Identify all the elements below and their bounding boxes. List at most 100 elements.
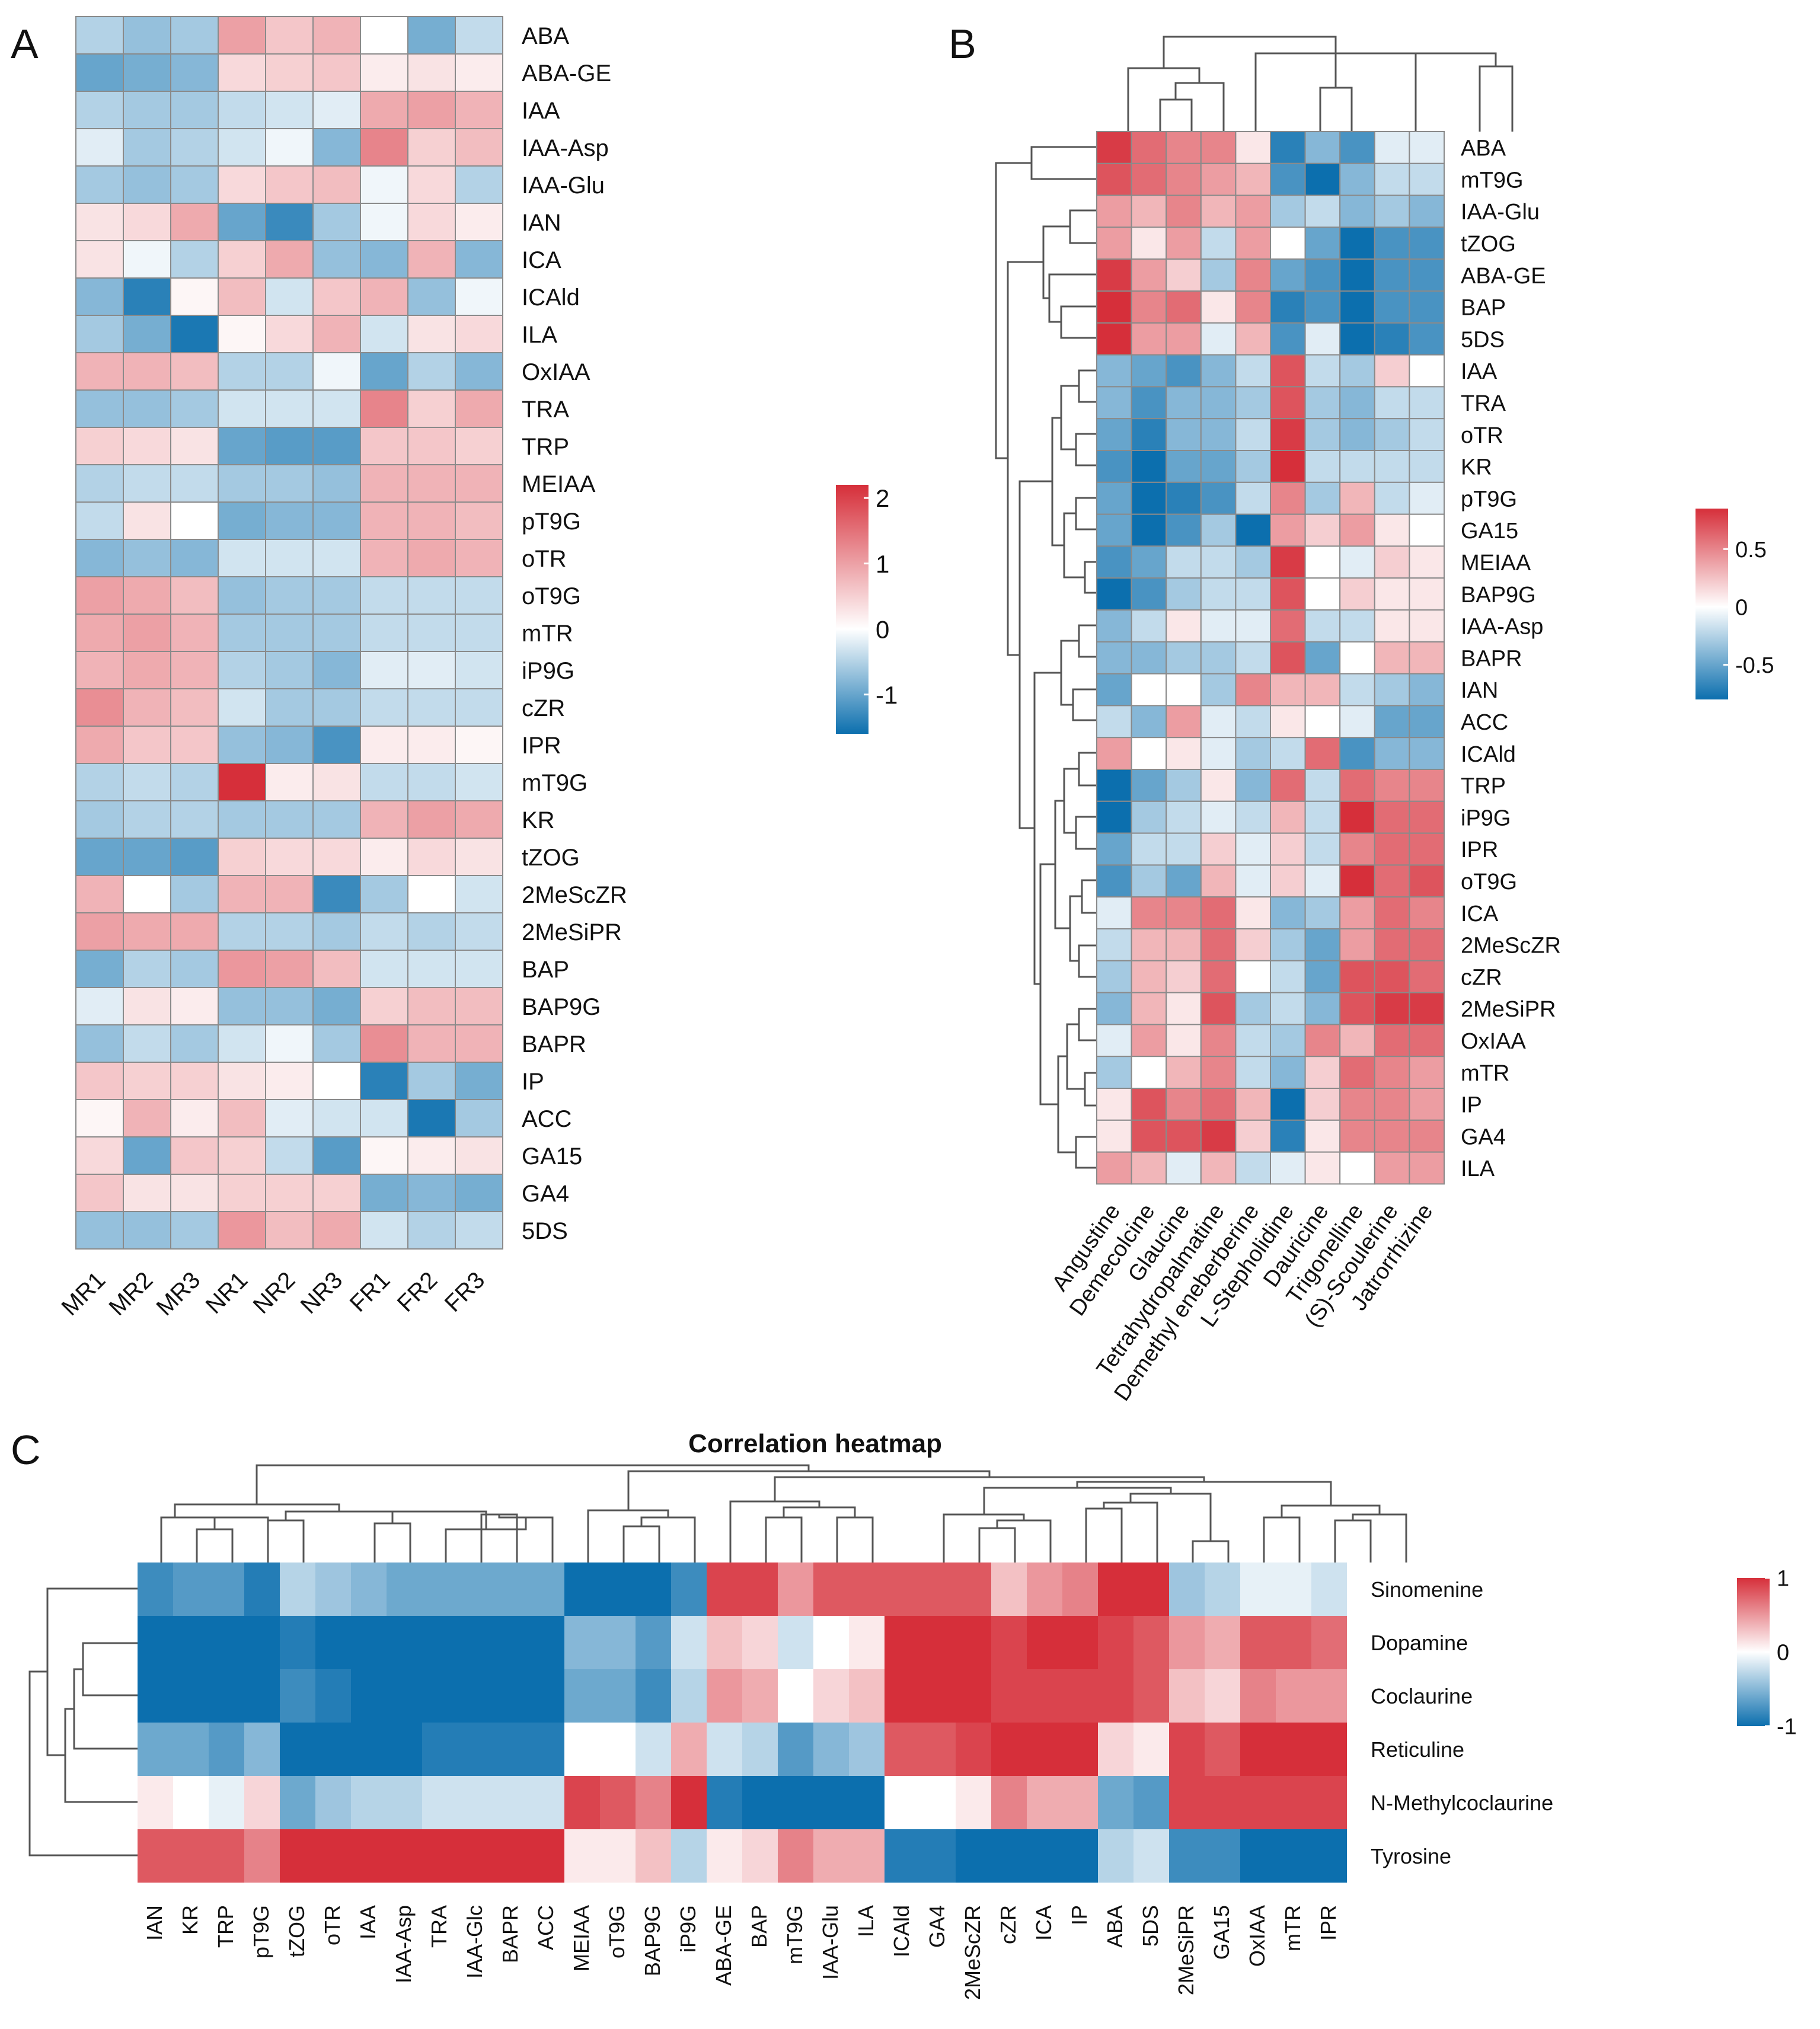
heatmap-cell (170, 1062, 219, 1100)
heatmap-cell (455, 1211, 503, 1250)
heatmap-cell (407, 688, 456, 727)
heatmap-cell (1235, 896, 1271, 929)
heatmap-cell (123, 53, 171, 92)
heatmap-cell (956, 1616, 991, 1669)
heatmap-cell (1166, 609, 1202, 643)
heatmap-cell (312, 576, 361, 615)
heatmap-cell (455, 614, 503, 652)
heatmap-cell (1270, 992, 1306, 1025)
heatmap-cell (885, 1669, 920, 1723)
heatmap-cell (493, 1563, 529, 1616)
heatmap-cell (312, 1024, 361, 1063)
heatmap-cell (1131, 864, 1167, 898)
heatmap-cell (218, 464, 266, 503)
heatmap-cell (1200, 1056, 1237, 1089)
heatmap-cell (407, 614, 456, 652)
row-label: 5DS (522, 1218, 568, 1244)
heatmap-cell (1200, 1088, 1237, 1121)
heatmap-cell (312, 315, 361, 353)
heatmap-cell (280, 1829, 315, 1883)
heatmap-cell (671, 1723, 707, 1776)
heatmap-cell (1062, 1829, 1098, 1883)
heatmap-cell (1200, 354, 1237, 388)
column-label: cZR (996, 1905, 1020, 1944)
heatmap-cell (170, 240, 219, 279)
heatmap-cell (455, 539, 503, 577)
column-label: BAP (747, 1905, 771, 1948)
heatmap-cell (1096, 290, 1132, 324)
heatmap-cell (1166, 290, 1202, 324)
heatmap-cell (1131, 226, 1167, 260)
heatmap-cell (123, 1136, 171, 1175)
heatmap-cell (407, 800, 456, 839)
heatmap-cell (170, 651, 219, 689)
heatmap-cell (455, 277, 503, 316)
heatmap-cell (1200, 513, 1237, 547)
heatmap-cell (455, 912, 503, 951)
heatmap-cell (1304, 960, 1341, 993)
heatmap-cell (75, 1211, 124, 1250)
heatmap-cell (1235, 992, 1271, 1025)
row-label: mTR (522, 621, 573, 647)
heatmap-cell (1270, 258, 1306, 292)
heatmap-cell (1409, 258, 1445, 292)
heatmap-cell (170, 203, 219, 241)
heatmap-cell (1200, 1151, 1237, 1185)
column-label: KR (178, 1905, 202, 1935)
heatmap-cell (1200, 800, 1237, 834)
heatmap-cell (312, 875, 361, 913)
heatmap-cell (1270, 545, 1306, 579)
heatmap-cell (209, 1723, 244, 1776)
heatmap-cell (1062, 1616, 1098, 1669)
row-label: Dopamine (1371, 1631, 1468, 1655)
heatmap-cell (265, 464, 314, 503)
heatmap-cell (1096, 354, 1132, 388)
heatmap-cell (1131, 769, 1167, 802)
heatmap-cell (407, 912, 456, 951)
heatmap-cell (1096, 1024, 1132, 1057)
heatmap-cell (244, 1616, 280, 1669)
heatmap-cell (265, 501, 314, 540)
row-label: 5DS (1461, 327, 1505, 352)
heatmap-cell (75, 165, 124, 204)
heatmap-cell (75, 91, 124, 129)
row-label: 2MeSiPR (522, 919, 622, 945)
heatmap-cell (1200, 928, 1237, 961)
heatmap-cell (218, 240, 266, 279)
heatmap-cell (387, 1563, 422, 1616)
column-label: pT9G (249, 1905, 273, 1958)
heatmap-cell (455, 800, 503, 839)
heatmap-cell (312, 838, 361, 876)
heatmap-cell (1339, 1151, 1375, 1185)
heatmap-cell (1304, 418, 1341, 452)
heatmap-cell (218, 614, 266, 652)
heatmap-cell (1200, 896, 1237, 929)
row-label: ILA (522, 322, 557, 348)
heatmap-cell (265, 53, 314, 92)
heatmap-cell (75, 240, 124, 279)
heatmap-cell (1166, 194, 1202, 228)
heatmap-cell (1200, 131, 1237, 164)
heatmap-cell (455, 501, 503, 540)
heatmap-cell (1270, 832, 1306, 866)
heatmap-cell (1200, 705, 1237, 739)
heatmap-cell (1235, 418, 1271, 452)
heatmap-cell (315, 1776, 351, 1829)
heatmap-cell (1240, 1723, 1276, 1776)
heatmap-cell (280, 1616, 315, 1669)
heatmap-cell (956, 1723, 991, 1776)
heatmap-cell (455, 427, 503, 465)
heatmap-cell (75, 389, 124, 428)
heatmap-cell (75, 1099, 124, 1137)
column-label: iP9G (676, 1905, 700, 1953)
heatmap-cell (407, 128, 456, 167)
heatmap-cell (218, 1099, 266, 1137)
heatmap-cell (123, 16, 171, 55)
heatmap-cell (1374, 864, 1410, 898)
heatmap-cell (1374, 258, 1410, 292)
heatmap-cell (1304, 545, 1341, 579)
heatmap-cell (849, 1563, 885, 1616)
heatmap-cell (218, 16, 266, 55)
heatmap-cell (1270, 705, 1306, 739)
heatmap-cell (813, 1776, 849, 1829)
